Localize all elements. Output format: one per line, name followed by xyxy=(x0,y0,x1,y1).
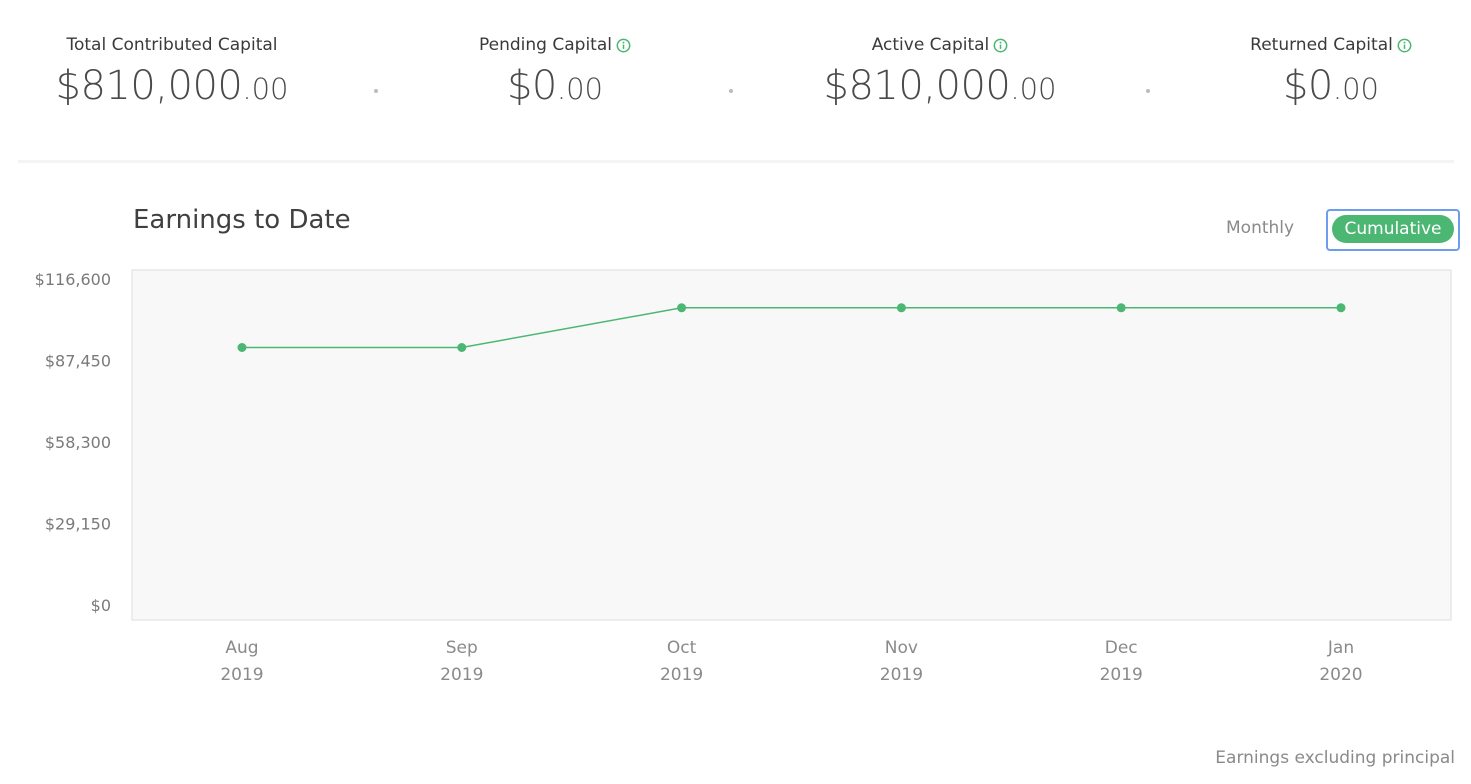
cumulative-toggle-focus-ring xyxy=(1326,209,1460,251)
stat-active-capital: Active Capital $810,000.00 xyxy=(822,34,1058,115)
stat-label: Active Capital xyxy=(872,34,1009,56)
y-tick-label: $58,300 xyxy=(45,433,111,452)
x-axis-ticks: Aug 2019 Sep 2019 Oct 2019 Nov 2019 Dec 2019 Jan 20… xyxy=(220,638,1362,685)
data-point[interactable] xyxy=(896,303,906,313)
y-tick-label: $0 xyxy=(91,596,111,615)
stat-dollars: $810,000 xyxy=(55,63,243,109)
y-tick-label: $116,600 xyxy=(35,270,111,289)
data-point[interactable] xyxy=(1116,303,1126,313)
stat-label: Total Contributed Capital xyxy=(66,35,278,55)
stat-value: $0.00 xyxy=(462,60,648,115)
stat-dollars: $0 xyxy=(1282,63,1333,109)
cumulative-toggle-button[interactable]: Cumulative xyxy=(1332,215,1454,243)
data-point[interactable] xyxy=(677,303,687,313)
stat-value: $810,000.00 xyxy=(822,60,1058,115)
data-point[interactable] xyxy=(1336,303,1346,313)
stat-dollars: $0 xyxy=(506,63,557,109)
x-tick-label: Aug 2019 xyxy=(220,638,263,685)
stat-total-contributed-capital: Total Contributed Capital $810,000.00 xyxy=(55,34,289,115)
series-group xyxy=(237,303,1346,352)
stat-label: Returned Capital xyxy=(1250,34,1412,56)
stat-value: $810,000.00 xyxy=(55,60,289,115)
stat-cents: .00 xyxy=(1010,72,1057,106)
stat-dollars: $810,000 xyxy=(823,63,1011,109)
y-tick-label: $87,450 xyxy=(45,352,111,371)
series-line xyxy=(242,307,1341,349)
plot-area xyxy=(131,269,1452,621)
stat-cents: .00 xyxy=(556,72,604,106)
y-tick-label: $29,150 xyxy=(45,515,111,534)
data-point[interactable] xyxy=(237,342,247,352)
stat-separator-dot xyxy=(374,89,378,93)
chart-title: Earnings to Date xyxy=(133,205,351,235)
section-divider xyxy=(18,160,1454,163)
y-axis-ticks: $0 $29,150 $58,300 $87,450 $116,600 xyxy=(35,270,111,615)
stat-pending-capital: Pending Capital $0.00 xyxy=(462,34,648,115)
stat-separator-dot xyxy=(729,89,733,93)
info-circle-icon[interactable] xyxy=(1397,38,1412,53)
data-point[interactable] xyxy=(457,342,467,352)
x-tick-label: Nov 2019 xyxy=(880,638,923,685)
stat-returned-capital: Returned Capital $0.00 xyxy=(1236,34,1426,115)
stat-separator-dot xyxy=(1146,89,1150,93)
info-circle-icon[interactable] xyxy=(616,38,631,53)
stat-label: Pending Capital xyxy=(479,34,631,56)
earnings-line-chart: $0 $29,150 $58,300 $87,450 $116,600 Aug 2019 S… xyxy=(35,269,1452,685)
info-circle-icon[interactable] xyxy=(993,38,1008,53)
x-tick-label: Jan 2020 xyxy=(1319,638,1362,685)
chart-footnote: Earnings excluding principal xyxy=(1215,748,1455,768)
stat-value: $0.00 xyxy=(1236,60,1426,115)
x-tick-label: Dec 2019 xyxy=(1100,638,1143,685)
x-tick-label: Oct 2019 xyxy=(660,638,703,685)
stat-cents: .00 xyxy=(242,72,289,106)
stat-cents: .00 xyxy=(1332,72,1380,106)
monthly-toggle-button[interactable]: Monthly xyxy=(1222,216,1298,240)
x-tick-label: Sep 2019 xyxy=(440,638,483,685)
